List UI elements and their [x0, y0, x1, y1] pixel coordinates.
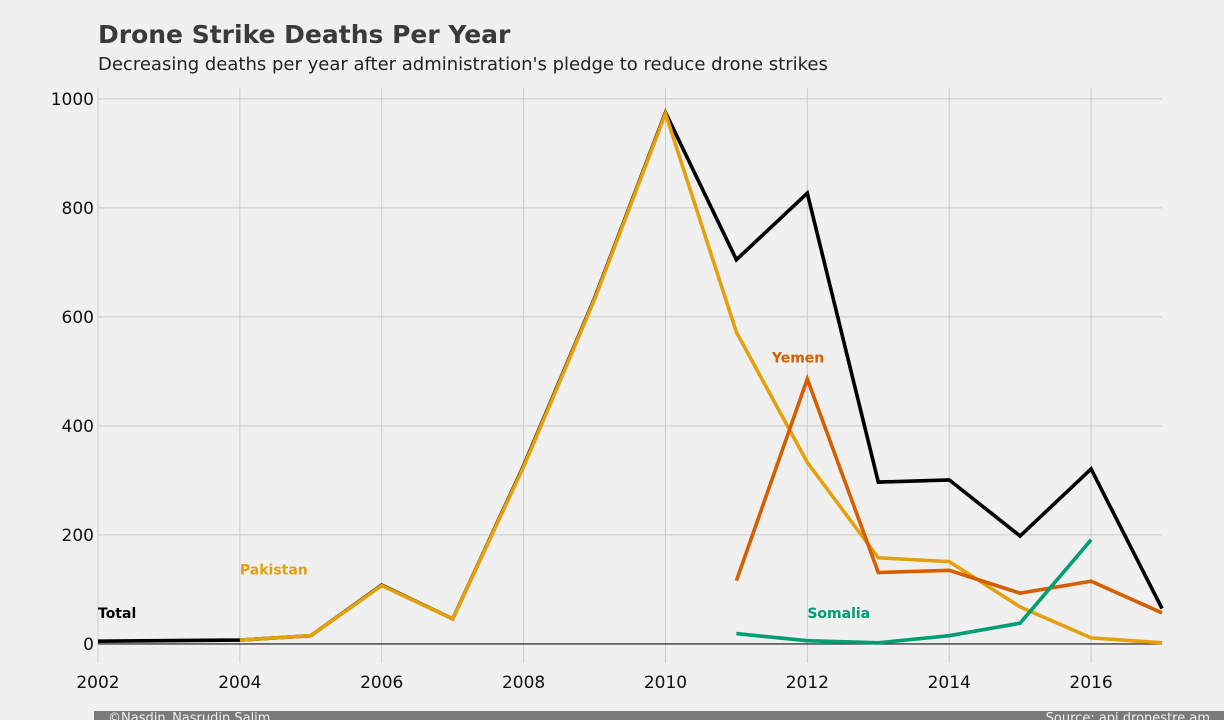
footer-source: Source: api.dronestre.am: [1045, 711, 1210, 720]
x-tick-label: 2016: [1069, 673, 1112, 693]
chart-title: Drone Strike Deaths Per Year: [98, 20, 511, 49]
y-tick-label: 1000: [51, 90, 94, 110]
footer-credit: ©Nasdin_Nasrudin Salim: [108, 711, 271, 720]
series-lines: [97, 107, 1164, 645]
series-line-somalia: [736, 538, 1093, 645]
series-line-yemen: [734, 373, 1163, 615]
series-label-yemen: Yemen: [771, 351, 824, 367]
x-tick-label: 2008: [502, 673, 545, 693]
series-label-somalia: Somalia: [807, 606, 870, 622]
y-tick-label: 0: [83, 635, 94, 655]
tick-labels: 2002 2004 2006 2008 2010 2012 2014 2016 0 200 400 6…: [51, 90, 1113, 693]
chart-subtitle: Decreasing deaths per year after adminis…: [98, 54, 828, 75]
x-tick-label: 2002: [76, 673, 119, 693]
x-tick-label: 2012: [786, 673, 829, 693]
x-tick-label: 2004: [218, 673, 261, 693]
y-tick-label: 400: [62, 417, 94, 437]
y-tick-label: 200: [62, 526, 94, 546]
x-tick-label: 2014: [928, 673, 971, 693]
y-tick-label: 600: [62, 308, 94, 328]
series-line-pakistan: [239, 108, 1163, 645]
series-labels: Total Pakistan Yemen Somalia: [98, 351, 870, 622]
y-tick-label: 800: [62, 199, 94, 219]
footer-bar: ©Nasdin_Nasrudin Salim Source: api.drone…: [94, 711, 1224, 720]
x-tick-label: 2010: [644, 673, 687, 693]
series-label-pakistan: Pakistan: [240, 563, 308, 579]
series-label-total: Total: [98, 606, 136, 622]
x-tick-label: 2006: [360, 673, 403, 693]
